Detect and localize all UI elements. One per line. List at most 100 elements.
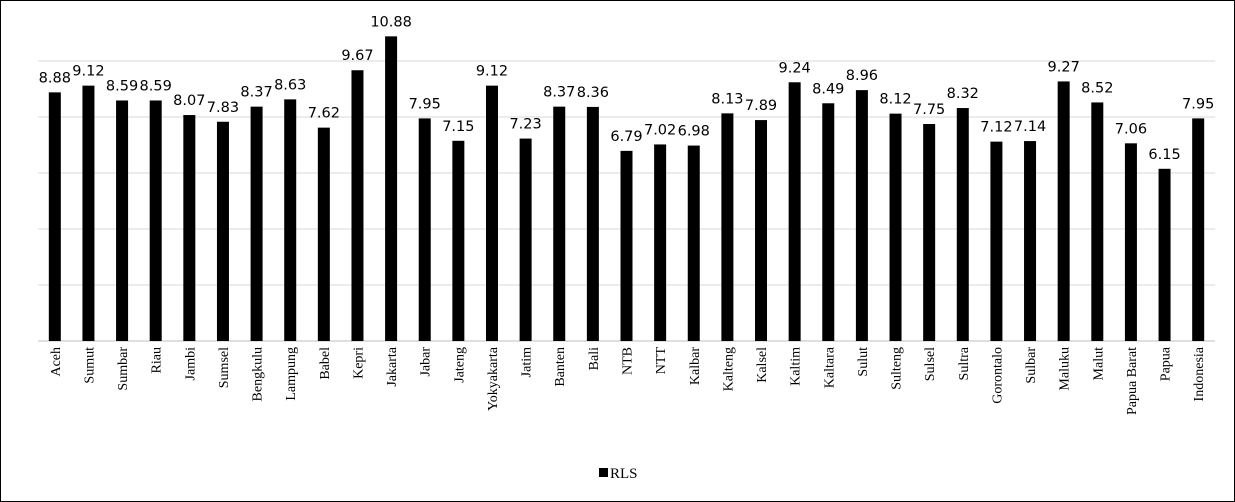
value-label: 8.32: [947, 86, 979, 102]
category-label: Kepri: [351, 347, 366, 379]
bar-papua: [1158, 168, 1171, 341]
value-label: 8.52: [1081, 80, 1113, 96]
value-label: 8.12: [879, 92, 911, 108]
legend: RLS: [599, 466, 638, 482]
category-label: Aceh: [49, 347, 64, 377]
value-label: 8.36: [577, 85, 609, 101]
category-label: Sumsel: [217, 347, 232, 388]
bar-gorontalo: [990, 141, 1003, 341]
value-label: 9.12: [72, 64, 104, 80]
category-label: Sumut: [82, 347, 97, 384]
value-label: 7.95: [1182, 96, 1214, 112]
category-label: Babel: [318, 347, 333, 380]
value-label: 8.07: [173, 93, 205, 109]
bar-sulteng: [889, 113, 902, 341]
value-label: 6.79: [610, 129, 642, 145]
category-label: Jatim: [520, 347, 535, 377]
category-label: Kalbar: [688, 347, 703, 385]
category-label: Papua: [1159, 346, 1174, 381]
category-label: Sulteng: [890, 347, 905, 390]
legend-swatch: [599, 468, 608, 477]
bar-indonesia: [1192, 118, 1205, 342]
value-label: 9.12: [476, 64, 508, 80]
bar-sumut: [82, 85, 95, 341]
category-label: NTB: [621, 347, 636, 375]
value-label: 10.88: [370, 14, 412, 30]
value-label: 8.59: [140, 78, 172, 94]
value-label: 9.24: [778, 60, 810, 76]
bar-sumsel: [216, 121, 229, 341]
value-label: 8.88: [39, 70, 71, 86]
category-label: Bali: [587, 347, 602, 370]
value-label: 7.89: [745, 98, 777, 114]
value-label: 8.59: [106, 78, 138, 94]
category-label: Bengkulu: [251, 347, 266, 401]
category-label: Malut: [1091, 347, 1106, 381]
value-label: 7.02: [644, 122, 676, 138]
bar-jatim: [519, 138, 532, 341]
bar-malut: [1091, 102, 1104, 341]
value-label: 7.95: [409, 96, 441, 112]
category-label: Kalteng: [721, 347, 736, 391]
bar-kepri: [351, 70, 364, 342]
category-label: Jakarta: [385, 346, 400, 386]
category-label: Yokyakarta: [486, 346, 501, 411]
value-label: 7.12: [980, 120, 1012, 136]
bar-papua-barat: [1124, 143, 1137, 341]
value-label: 7.75: [913, 102, 945, 118]
value-label: 8.37: [240, 85, 272, 101]
value-labels: 8.88 9.128.59 8.598.07 7.838.37 8.637.629.67…: [39, 14, 1215, 162]
category-label: Lampung: [284, 347, 299, 401]
value-label: 6.98: [678, 124, 710, 140]
bar-ntb: [620, 150, 633, 341]
bar-kalsel: [755, 120, 768, 341]
value-label: 6.15: [1148, 147, 1180, 163]
bar-jambi: [183, 115, 196, 341]
category-label: Jabar: [419, 347, 434, 377]
bar-kaltim: [788, 82, 801, 341]
bar-yokyakarta: [485, 85, 498, 341]
bar-kalteng: [721, 113, 734, 341]
bar-bengkulu: [250, 106, 263, 341]
gridlines: [38, 60, 1215, 342]
value-label: 9.67: [341, 48, 373, 64]
bar-banten: [553, 106, 566, 341]
bar-sultra: [956, 108, 969, 341]
bar-jateng: [452, 140, 465, 341]
category-label: Gorontalo: [990, 347, 1005, 404]
category-label: Jateng: [452, 347, 467, 383]
category-label: Sulut: [856, 347, 871, 377]
value-label: 7.83: [207, 100, 239, 116]
category-label: Indonesia: [1192, 346, 1207, 401]
category-label: Riau: [150, 347, 165, 373]
value-label: 7.62: [308, 106, 340, 122]
value-label: 8.13: [711, 91, 743, 107]
value-label: 8.49: [812, 81, 844, 97]
category-labels: Aceh Sumut Sumbar Riau Jambi Sumsel Bengkulu La…: [49, 346, 1207, 415]
bar-sulbar: [1024, 141, 1037, 341]
bar-jakarta: [385, 36, 398, 342]
category-label: Maluku: [1058, 347, 1073, 391]
category-label: Banten: [553, 347, 568, 387]
bar-lampung: [284, 99, 297, 341]
category-label: Kaltim: [789, 347, 804, 386]
value-label: 8.96: [846, 68, 878, 84]
bar-bali: [586, 106, 599, 341]
value-label: 8.37: [543, 85, 575, 101]
bars: [48, 36, 1205, 342]
value-label: 8.63: [274, 77, 306, 93]
category-label: Sumbar: [116, 347, 131, 391]
category-label: Sulbar: [1024, 347, 1039, 384]
bar-jabar: [418, 118, 431, 342]
bar-riau: [149, 100, 162, 341]
category-label: Kalsel: [755, 347, 770, 383]
value-label: 7.23: [509, 117, 541, 133]
bar-sulsel: [923, 124, 936, 341]
bar-aceh: [48, 92, 61, 341]
bar-sumbar: [116, 100, 129, 341]
bar-sulut: [855, 90, 868, 342]
bar-kalbar: [687, 145, 700, 341]
legend-label-rls: RLS: [610, 466, 638, 482]
category-label: Jambi: [183, 347, 198, 381]
bar-maluku: [1057, 81, 1070, 341]
